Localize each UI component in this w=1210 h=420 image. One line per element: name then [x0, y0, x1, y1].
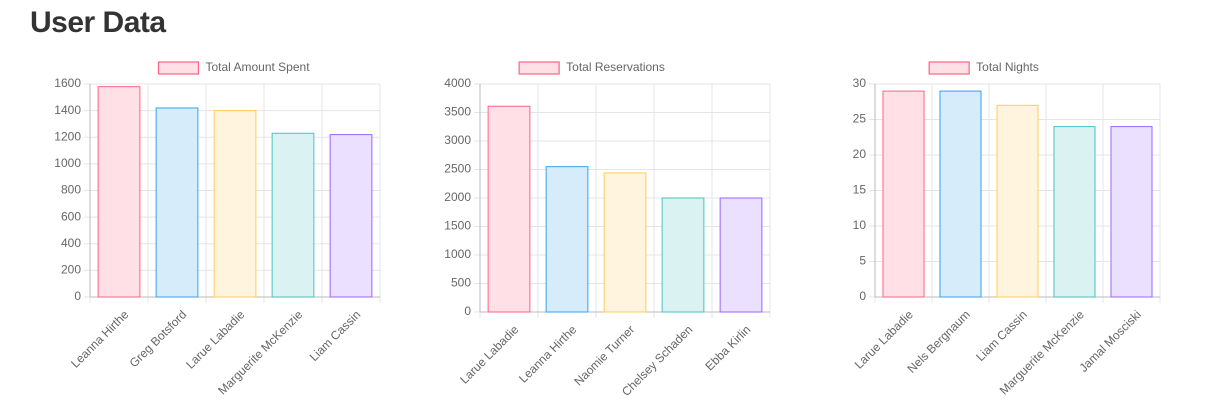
x-tick-label: Larue Labadie: [183, 307, 247, 371]
x-tick-label: Larue Labadie: [457, 322, 521, 386]
bar-ebba-kirlin[interactable]: [719, 197, 763, 313]
y-tick-label: 800: [61, 183, 81, 197]
chart-legend[interactable]: Total Reservations: [518, 60, 665, 75]
y-tick-label: 1000: [444, 247, 471, 261]
x-tick-label: Liam Cassin: [973, 307, 1030, 364]
bar-leanna-hirthe[interactable]: [97, 86, 141, 298]
x-tick-label: Liam Cassin: [307, 307, 364, 364]
y-tick-label: 0: [464, 304, 471, 318]
chart-legend[interactable]: Total Amount Spent: [157, 60, 310, 75]
y-tick-label: 1400: [54, 103, 81, 117]
legend-swatch: [157, 61, 200, 75]
chart-legend[interactable]: Total Nights: [928, 60, 1039, 75]
x-tick-label: Greg Botsford: [127, 307, 190, 370]
bar-marguerite-mckenzie[interactable]: [271, 132, 315, 298]
bar-chelsey-schaden[interactable]: [661, 197, 705, 313]
y-tick-label: 2000: [444, 190, 471, 204]
legend-label: Total Amount Spent: [205, 60, 310, 74]
y-tick-label: 25: [853, 112, 867, 126]
y-tick-label: 0: [859, 289, 866, 303]
bar-liam-cassin[interactable]: [329, 134, 373, 298]
y-tick-label: 400: [61, 236, 81, 250]
y-tick-label: 200: [61, 263, 81, 277]
bar-chart-svg: Total Amount Spent 0 200 400 600 800 1000 1200 1…: [54, 60, 381, 398]
bar-nels-bergnaum[interactable]: [939, 90, 982, 298]
bar-greg-botsford[interactable]: [155, 107, 199, 298]
y-tick-label: 0: [74, 289, 81, 303]
y-tick-label: 4000: [444, 76, 471, 90]
y-tick-label: 3500: [444, 105, 471, 119]
page-title: User Data: [30, 6, 166, 39]
y-tick-label: 600: [61, 209, 81, 223]
bar-naomie-turner[interactable]: [603, 172, 647, 313]
x-tick-label: Ebba Kirlin: [702, 322, 753, 373]
x-tick-label: Naomie Turner: [571, 322, 637, 388]
y-tick-label: 20: [853, 147, 867, 161]
legend-swatch: [518, 61, 560, 75]
bar-jamal-mosciski[interactable]: [1110, 126, 1153, 298]
y-tick-label: 3000: [444, 133, 471, 147]
y-tick-label: 1000: [54, 156, 81, 170]
x-tick-label: Leanna Hirthe: [516, 322, 579, 385]
chart-total-reservations: Total Reservations 0 500 1000 1500 2000 2500 30…: [420, 50, 790, 420]
bar-chart-svg: Total Reservations 0 500 1000 1500 2000 2500 30…: [444, 60, 771, 399]
bar-leanna-hirthe[interactable]: [545, 166, 589, 313]
legend-label: Total Reservations: [566, 60, 665, 74]
y-tick-label: 15: [853, 183, 867, 197]
legend-swatch: [928, 61, 970, 75]
legend-label: Total Nights: [976, 60, 1039, 74]
bar-liam-cassin[interactable]: [996, 104, 1039, 298]
y-tick-label: 1500: [444, 219, 471, 233]
y-tick-label: 500: [451, 276, 471, 290]
y-tick-label: 1200: [54, 129, 81, 143]
bar-larue-labadie[interactable]: [487, 105, 531, 313]
bar-marguerite-mckenzie[interactable]: [1053, 126, 1096, 298]
bar-larue-labadie[interactable]: [882, 90, 925, 298]
x-tick-label: Leanna Hirthe: [68, 307, 131, 370]
y-tick-label: 2500: [444, 162, 471, 176]
y-tick-label: 30: [853, 76, 867, 90]
chart-total-nights: Total Nights 0 5 10 15 20 25 30 Larue Labadie Nel…: [815, 50, 1185, 420]
y-tick-label: 10: [853, 218, 867, 232]
bar-larue-labadie[interactable]: [213, 110, 257, 298]
x-tick-label: Larue Labadie: [852, 307, 916, 371]
y-tick-label: 1600: [54, 76, 81, 90]
chart-total-amount-spent: Total Amount Spent 0 200 400 600 800 1000 1200 1…: [30, 50, 400, 420]
y-tick-label: 5: [859, 254, 866, 268]
